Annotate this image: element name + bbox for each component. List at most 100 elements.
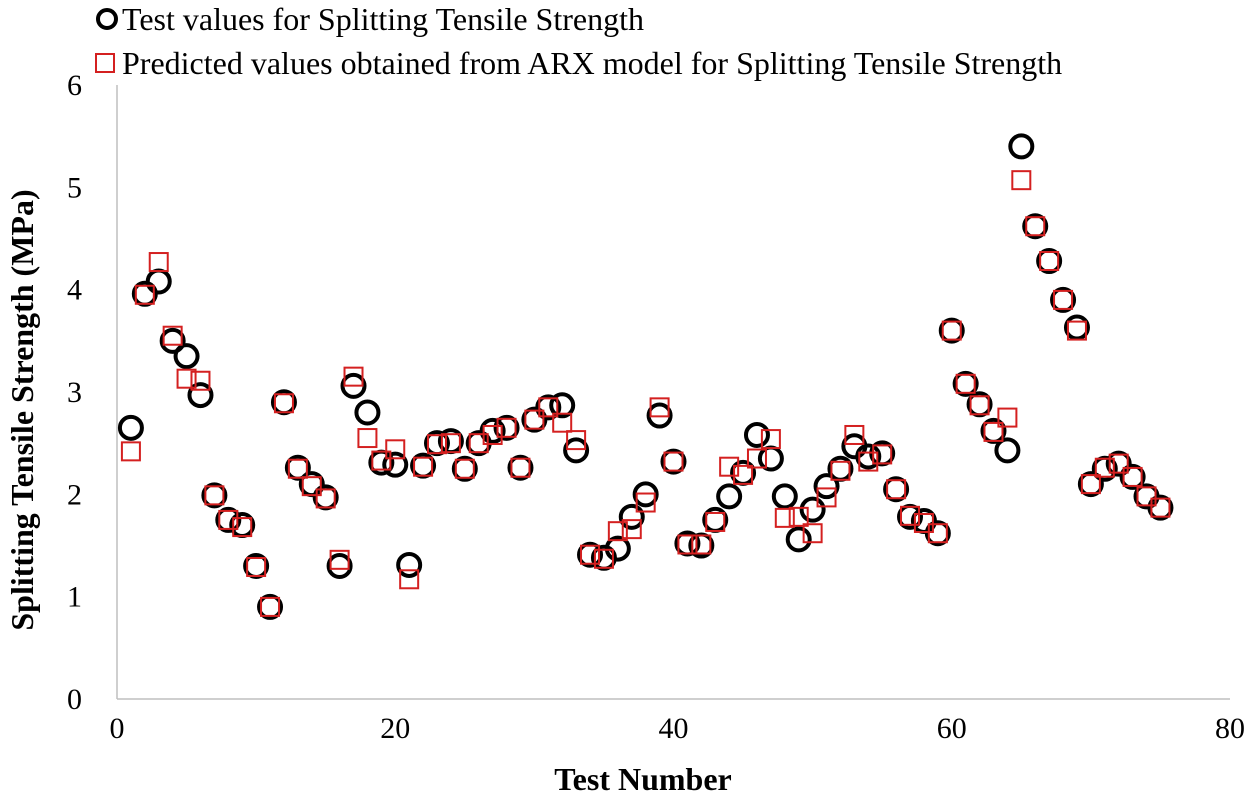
- test-value-point: [646, 402, 673, 429]
- test-value-point: [451, 455, 478, 482]
- x-axis-label: Test Number: [554, 761, 731, 797]
- test-value-point: [1008, 133, 1035, 160]
- predicted-value-point: [927, 523, 948, 544]
- test-value-point: [396, 551, 423, 578]
- predicted-value-point: [788, 506, 809, 527]
- test-value-point: [1119, 463, 1146, 490]
- legend-marker-predicted-values: [95, 53, 115, 73]
- predicted-value-point: [1122, 466, 1143, 487]
- test-value-point: [1063, 314, 1090, 341]
- y-axis-label: Splitting Tensile Strength (MPa): [4, 189, 40, 630]
- predicted-value-point: [329, 549, 350, 570]
- predicted-value-point: [273, 393, 294, 414]
- predicted-value-point: [357, 428, 378, 449]
- y-tick-label: 5: [67, 171, 82, 204]
- predicted-value-point: [566, 430, 587, 451]
- predicted-value-point: [399, 569, 420, 590]
- predicted-value-point: [663, 451, 684, 472]
- test-value-point: [577, 541, 604, 568]
- predicted-value-point: [593, 548, 614, 569]
- predicted-value-point: [774, 507, 795, 528]
- test-value-point: [743, 421, 770, 448]
- predicted-value-point: [260, 596, 281, 617]
- test-value-point: [604, 535, 631, 562]
- predicted-value-point: [941, 320, 962, 341]
- predicted-value-point: [997, 407, 1018, 428]
- predicted-value-point: [440, 433, 461, 454]
- predicted-value-point: [983, 421, 1004, 442]
- predicted-value-point: [1025, 216, 1046, 237]
- predicted-value-point: [218, 509, 239, 530]
- predicted-value-point: [204, 485, 225, 506]
- test-value-point: [354, 399, 381, 426]
- y-axis-title: Splitting Tensile Strength (MPa): [4, 189, 40, 630]
- predicted-value-point: [510, 457, 531, 478]
- test-value-point: [201, 482, 228, 509]
- test-value-point: [159, 327, 186, 354]
- predicted-value-point: [482, 424, 503, 445]
- test-value-point: [535, 394, 562, 421]
- x-tick-label: 0: [110, 712, 125, 745]
- predicted-value-point: [1039, 251, 1060, 272]
- test-value-point: [757, 445, 784, 472]
- predicted-value-point: [802, 523, 823, 544]
- test-value-point: [632, 481, 659, 508]
- series-predicted-values: [120, 170, 1171, 617]
- predicted-value-point: [1108, 453, 1129, 474]
- legend: Test values for Splitting Tensile Streng…: [95, 1, 1062, 81]
- predicted-value-point: [287, 458, 308, 479]
- test-value-point: [493, 414, 520, 441]
- predicted-value-point: [1136, 486, 1157, 507]
- predicted-value-point: [649, 397, 670, 418]
- legend-label-test-values: Test values for Splitting Tensile Streng…: [122, 1, 644, 37]
- x-tick-label: 80: [1215, 712, 1245, 745]
- predicted-value-point: [371, 450, 392, 471]
- legend-label-predicted-values: Predicted values obtained from ARX model…: [122, 45, 1062, 81]
- predicted-value-point: [691, 534, 712, 555]
- test-value-point: [215, 506, 242, 533]
- predicted-value-point: [315, 488, 336, 509]
- test-value-point: [938, 317, 965, 344]
- predicted-value-point: [900, 505, 921, 526]
- predicted-value-point: [496, 417, 517, 438]
- y-tick-label: 6: [67, 69, 82, 102]
- predicted-value-point: [134, 284, 155, 305]
- y-tick-label: 2: [67, 478, 82, 511]
- predicted-value-point: [886, 479, 907, 500]
- predicted-value-point: [1150, 497, 1171, 518]
- predicted-value-point: [148, 252, 169, 273]
- predicted-value-point: [1053, 289, 1074, 310]
- test-value-point: [187, 382, 214, 409]
- predicted-value-point: [580, 544, 601, 565]
- x-tick-label: 20: [380, 712, 410, 745]
- x-tick-label: 40: [659, 712, 689, 745]
- test-value-point: [660, 448, 687, 475]
- predicted-value-point: [733, 464, 754, 485]
- predicted-value-point: [120, 441, 141, 462]
- predicted-value-point: [343, 366, 364, 387]
- test-value-point: [173, 343, 200, 370]
- test-value-point: [257, 593, 284, 620]
- predicted-value-point: [746, 448, 767, 469]
- test-value-point: [326, 552, 353, 579]
- test-value-point: [799, 496, 826, 523]
- predicted-value-point: [635, 492, 656, 513]
- predicted-value-point: [524, 409, 545, 430]
- predicted-value-point: [913, 512, 934, 533]
- test-value-point: [813, 473, 840, 500]
- y-tick-label: 3: [67, 376, 82, 409]
- y-tick-labels: 0 1 2 3 4 5 6: [67, 69, 82, 716]
- predicted-value-point: [621, 519, 642, 540]
- predicted-value-point: [190, 370, 211, 391]
- predicted-value-point: [1080, 474, 1101, 495]
- test-value-point: [1077, 471, 1104, 498]
- test-value-point: [618, 503, 645, 530]
- test-value-point: [145, 268, 172, 295]
- predicted-value-point: [872, 444, 893, 465]
- test-value-point: [855, 443, 882, 470]
- test-value-point: [549, 392, 576, 419]
- test-value-point: [883, 476, 910, 503]
- predicted-value-point: [413, 456, 434, 477]
- predicted-value-point: [426, 434, 447, 455]
